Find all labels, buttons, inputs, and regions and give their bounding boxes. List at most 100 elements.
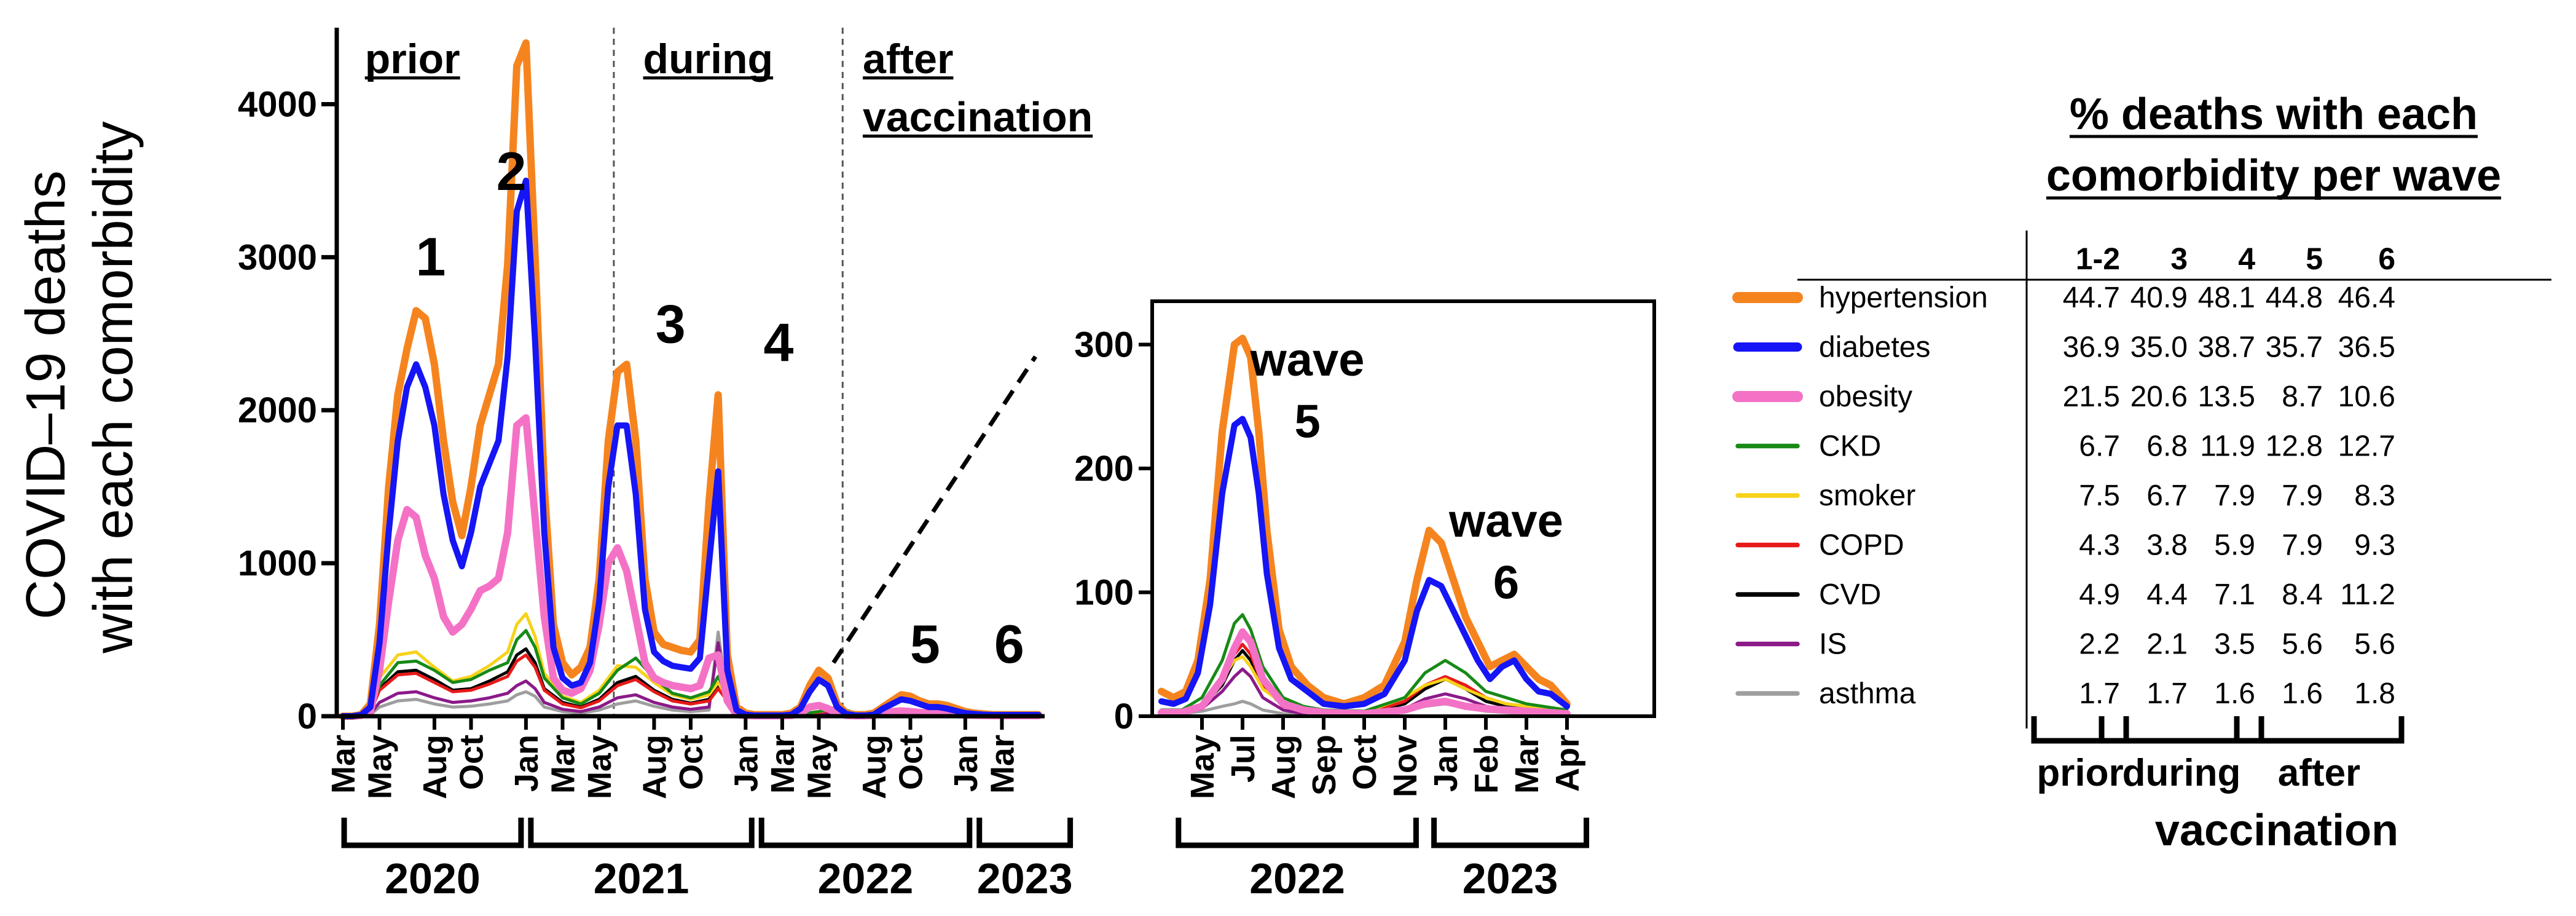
inset-y-tick-label-300: 300 — [1074, 325, 1134, 365]
table-cell-ckd-3: 12.8 — [2266, 430, 2323, 463]
table-row-label-ckd: CKD — [1819, 430, 1881, 463]
table-cell-is-4: 5.6 — [2354, 628, 2395, 661]
table-row-label-hypertension: hypertension — [1819, 282, 1988, 314]
table-cell-obesity-0: 21.5 — [2063, 381, 2120, 413]
inset-year-bracket-2022 — [1176, 818, 1419, 848]
table-col-header-6: 6 — [2378, 242, 2395, 276]
table-cell-is-3: 5.6 — [2282, 628, 2323, 661]
inset-x-tick-label-9: Apr — [1549, 735, 1586, 792]
main-x-tick-label-7: Aug — [636, 735, 673, 799]
era-label-after: after — [863, 36, 953, 82]
table-cell-smoker-3: 7.9 — [2282, 480, 2323, 512]
inset-wave-label-3: 6 — [1493, 557, 1519, 609]
table-footer-label: vaccination — [2155, 806, 2398, 855]
main-x-tick-label-10: Mar — [764, 735, 801, 794]
table-cell-copd-0: 4.3 — [2079, 529, 2120, 562]
table-cell-ckd-1: 6.8 — [2146, 430, 2188, 463]
table-group-label-during: during — [2122, 752, 2241, 794]
main-y-tick-label-2000: 2000 — [238, 390, 317, 430]
main-x-tick-label-6: May — [581, 735, 618, 799]
inset-x-tick-label-6: Jan — [1427, 735, 1464, 792]
table-col-header-1-2: 1-2 — [2076, 242, 2120, 276]
y-axis-label-line1: COVID–19 deaths — [15, 170, 77, 619]
table-cell-smoker-2: 7.9 — [2214, 480, 2255, 512]
main-x-tick-label-12: Aug — [856, 735, 893, 799]
inset-wave-label-1: 5 — [1294, 396, 1320, 448]
table-row-label-is: IS — [1819, 628, 1847, 661]
table-cell-diabetes-3: 35.7 — [2266, 331, 2323, 364]
table-row-label-obesity: obesity — [1819, 381, 1912, 413]
era-label-vaccination: vaccination — [863, 93, 1093, 140]
inset-year-label-2023: 2023 — [1463, 855, 1558, 902]
main-y-tick-label-4000: 4000 — [238, 84, 317, 124]
table-cell-obesity-4: 10.6 — [2338, 381, 2395, 413]
table-group-bracket-after — [2234, 716, 2405, 744]
inset-year-label-2022: 2022 — [1249, 855, 1345, 902]
table-cell-smoker-4: 8.3 — [2354, 480, 2395, 512]
main-year-bracket-2020 — [341, 818, 524, 848]
table-cell-asthma-2: 1.6 — [2214, 677, 2255, 710]
table-cell-is-0: 2.2 — [2079, 628, 2120, 661]
era-label-prior: prior — [365, 36, 460, 82]
main-year-label-2021: 2021 — [594, 855, 689, 902]
main-x-tick-label-1: May — [362, 735, 399, 799]
inset-x-tick-label-5: Nov — [1387, 735, 1424, 797]
main-x-tick-label-15: Mar — [984, 735, 1021, 794]
inset-x-tick-label-3: Sep — [1306, 735, 1343, 796]
main-x-tick-label-11: May — [801, 735, 838, 799]
table-cell-ckd-4: 12.7 — [2338, 430, 2395, 463]
table-cell-copd-1: 3.8 — [2146, 529, 2188, 562]
table-cell-cvd-2: 7.1 — [2214, 578, 2255, 611]
table-cell-copd-4: 9.3 — [2354, 529, 2395, 562]
main-wave-label-3: 3 — [656, 294, 686, 355]
percentage-table: % deaths with each comorbidity per wave 1-… — [1732, 90, 2551, 855]
main-x-tick-label-14: Jan — [948, 735, 984, 792]
table-cell-smoker-0: 7.5 — [2079, 480, 2120, 512]
table-cell-diabetes-2: 38.7 — [2198, 331, 2255, 364]
main-x-tick-label-5: Mar — [544, 735, 581, 794]
table-cell-asthma-4: 1.8 — [2354, 677, 2395, 710]
main-year-bracket-2021 — [528, 818, 755, 848]
main-wave-label-6: 6 — [994, 614, 1024, 674]
inset-x-tick-label-4: Oct — [1346, 735, 1383, 790]
table-row-label-diabetes: diabetes — [1819, 331, 1930, 364]
table-cell-diabetes-1: 35.0 — [2130, 331, 2188, 364]
table-group-label-prior: prior — [2036, 752, 2123, 794]
table-cell-hypertension-4: 46.4 — [2338, 282, 2395, 314]
table-group-bracket-during — [2099, 716, 2264, 744]
table-cell-hypertension-1: 40.9 — [2130, 282, 2188, 314]
table-cell-ckd-2: 11.9 — [2200, 430, 2255, 463]
table-cell-hypertension-0: 44.7 — [2063, 282, 2120, 314]
table-cell-asthma-0: 1.7 — [2079, 677, 2120, 710]
table-col-header-3: 3 — [2170, 242, 2188, 276]
table-row-label-asthma: asthma — [1819, 677, 1916, 710]
table-col-header-5: 5 — [2306, 242, 2323, 276]
table-cell-diabetes-4: 36.5 — [2338, 331, 2395, 364]
table-cell-asthma-3: 1.6 — [2282, 677, 2323, 710]
table-cell-cvd-0: 4.9 — [2079, 578, 2120, 611]
main-x-tick-label-0: Mar — [325, 735, 362, 794]
main-year-bracket-2023 — [976, 818, 1074, 848]
table-title-line2: comorbidity per wave — [2046, 151, 2501, 200]
inset-y-tick-label-200: 200 — [1074, 449, 1134, 489]
table-cell-ckd-0: 6.7 — [2079, 430, 2120, 463]
inset-timeseries-panel: 0 100 200 300 May Jul Aug Sep Oct Nov Jan Feb Mar Apr… — [1074, 299, 1656, 902]
zoom-dashed-line — [831, 355, 1037, 664]
table-cell-obesity-3: 8.7 — [2282, 381, 2323, 413]
main-series-diabetes — [340, 177, 1042, 719]
main-x-tick-label-4: Jan — [508, 735, 545, 792]
table-row-label-copd: COPD — [1819, 529, 1904, 562]
main-wave-label-1: 1 — [416, 226, 446, 287]
inset-x-tick-label-0: May — [1184, 735, 1221, 799]
inset-x-tick-label-2: Aug — [1265, 735, 1302, 799]
table-cell-copd-2: 5.9 — [2214, 529, 2255, 562]
table-cell-cvd-1: 4.4 — [2146, 578, 2188, 611]
main-x-tick-label-9: Jan — [728, 735, 764, 792]
main-series-obesity — [339, 414, 1042, 720]
inset-x-tick-label-1: Jul — [1225, 735, 1262, 783]
y-axis-label: COVID–19 deaths with each comorbidity — [15, 121, 144, 653]
main-year-bracket-2022 — [758, 818, 973, 848]
inset-year-bracket-2023 — [1431, 818, 1590, 848]
